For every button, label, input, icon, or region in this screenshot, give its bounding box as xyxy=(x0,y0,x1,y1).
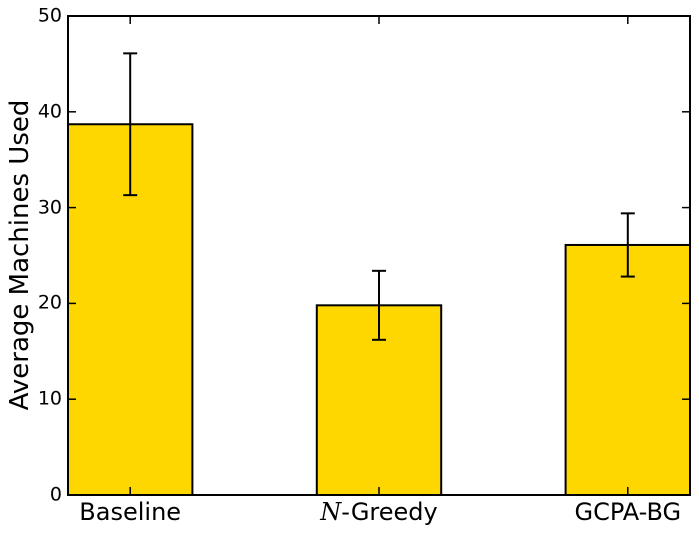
y-tick-label-40: 40 xyxy=(37,100,62,123)
x-tick-label-1: N-Greedy xyxy=(320,498,437,527)
y-tick-label-20: 20 xyxy=(37,291,62,314)
y-tick-label-50: 50 xyxy=(37,4,62,27)
y-tick-label-30: 30 xyxy=(37,196,62,219)
y-axis-label: Average Machines Used xyxy=(5,99,35,411)
y-tick-label-10: 10 xyxy=(37,387,62,410)
x-tick-label-text: GCPA-BG xyxy=(574,498,682,526)
math-italic-variable: N xyxy=(320,498,342,526)
bar-2 xyxy=(564,243,691,496)
x-tick-label-text: Baseline xyxy=(79,498,182,526)
x-tick-label-text: -Greedy xyxy=(341,498,438,526)
x-tick-label-2: GCPA-BG xyxy=(574,498,681,527)
y-tick-label-0: 0 xyxy=(49,483,62,506)
x-tick-label-0: Baseline xyxy=(79,498,181,527)
